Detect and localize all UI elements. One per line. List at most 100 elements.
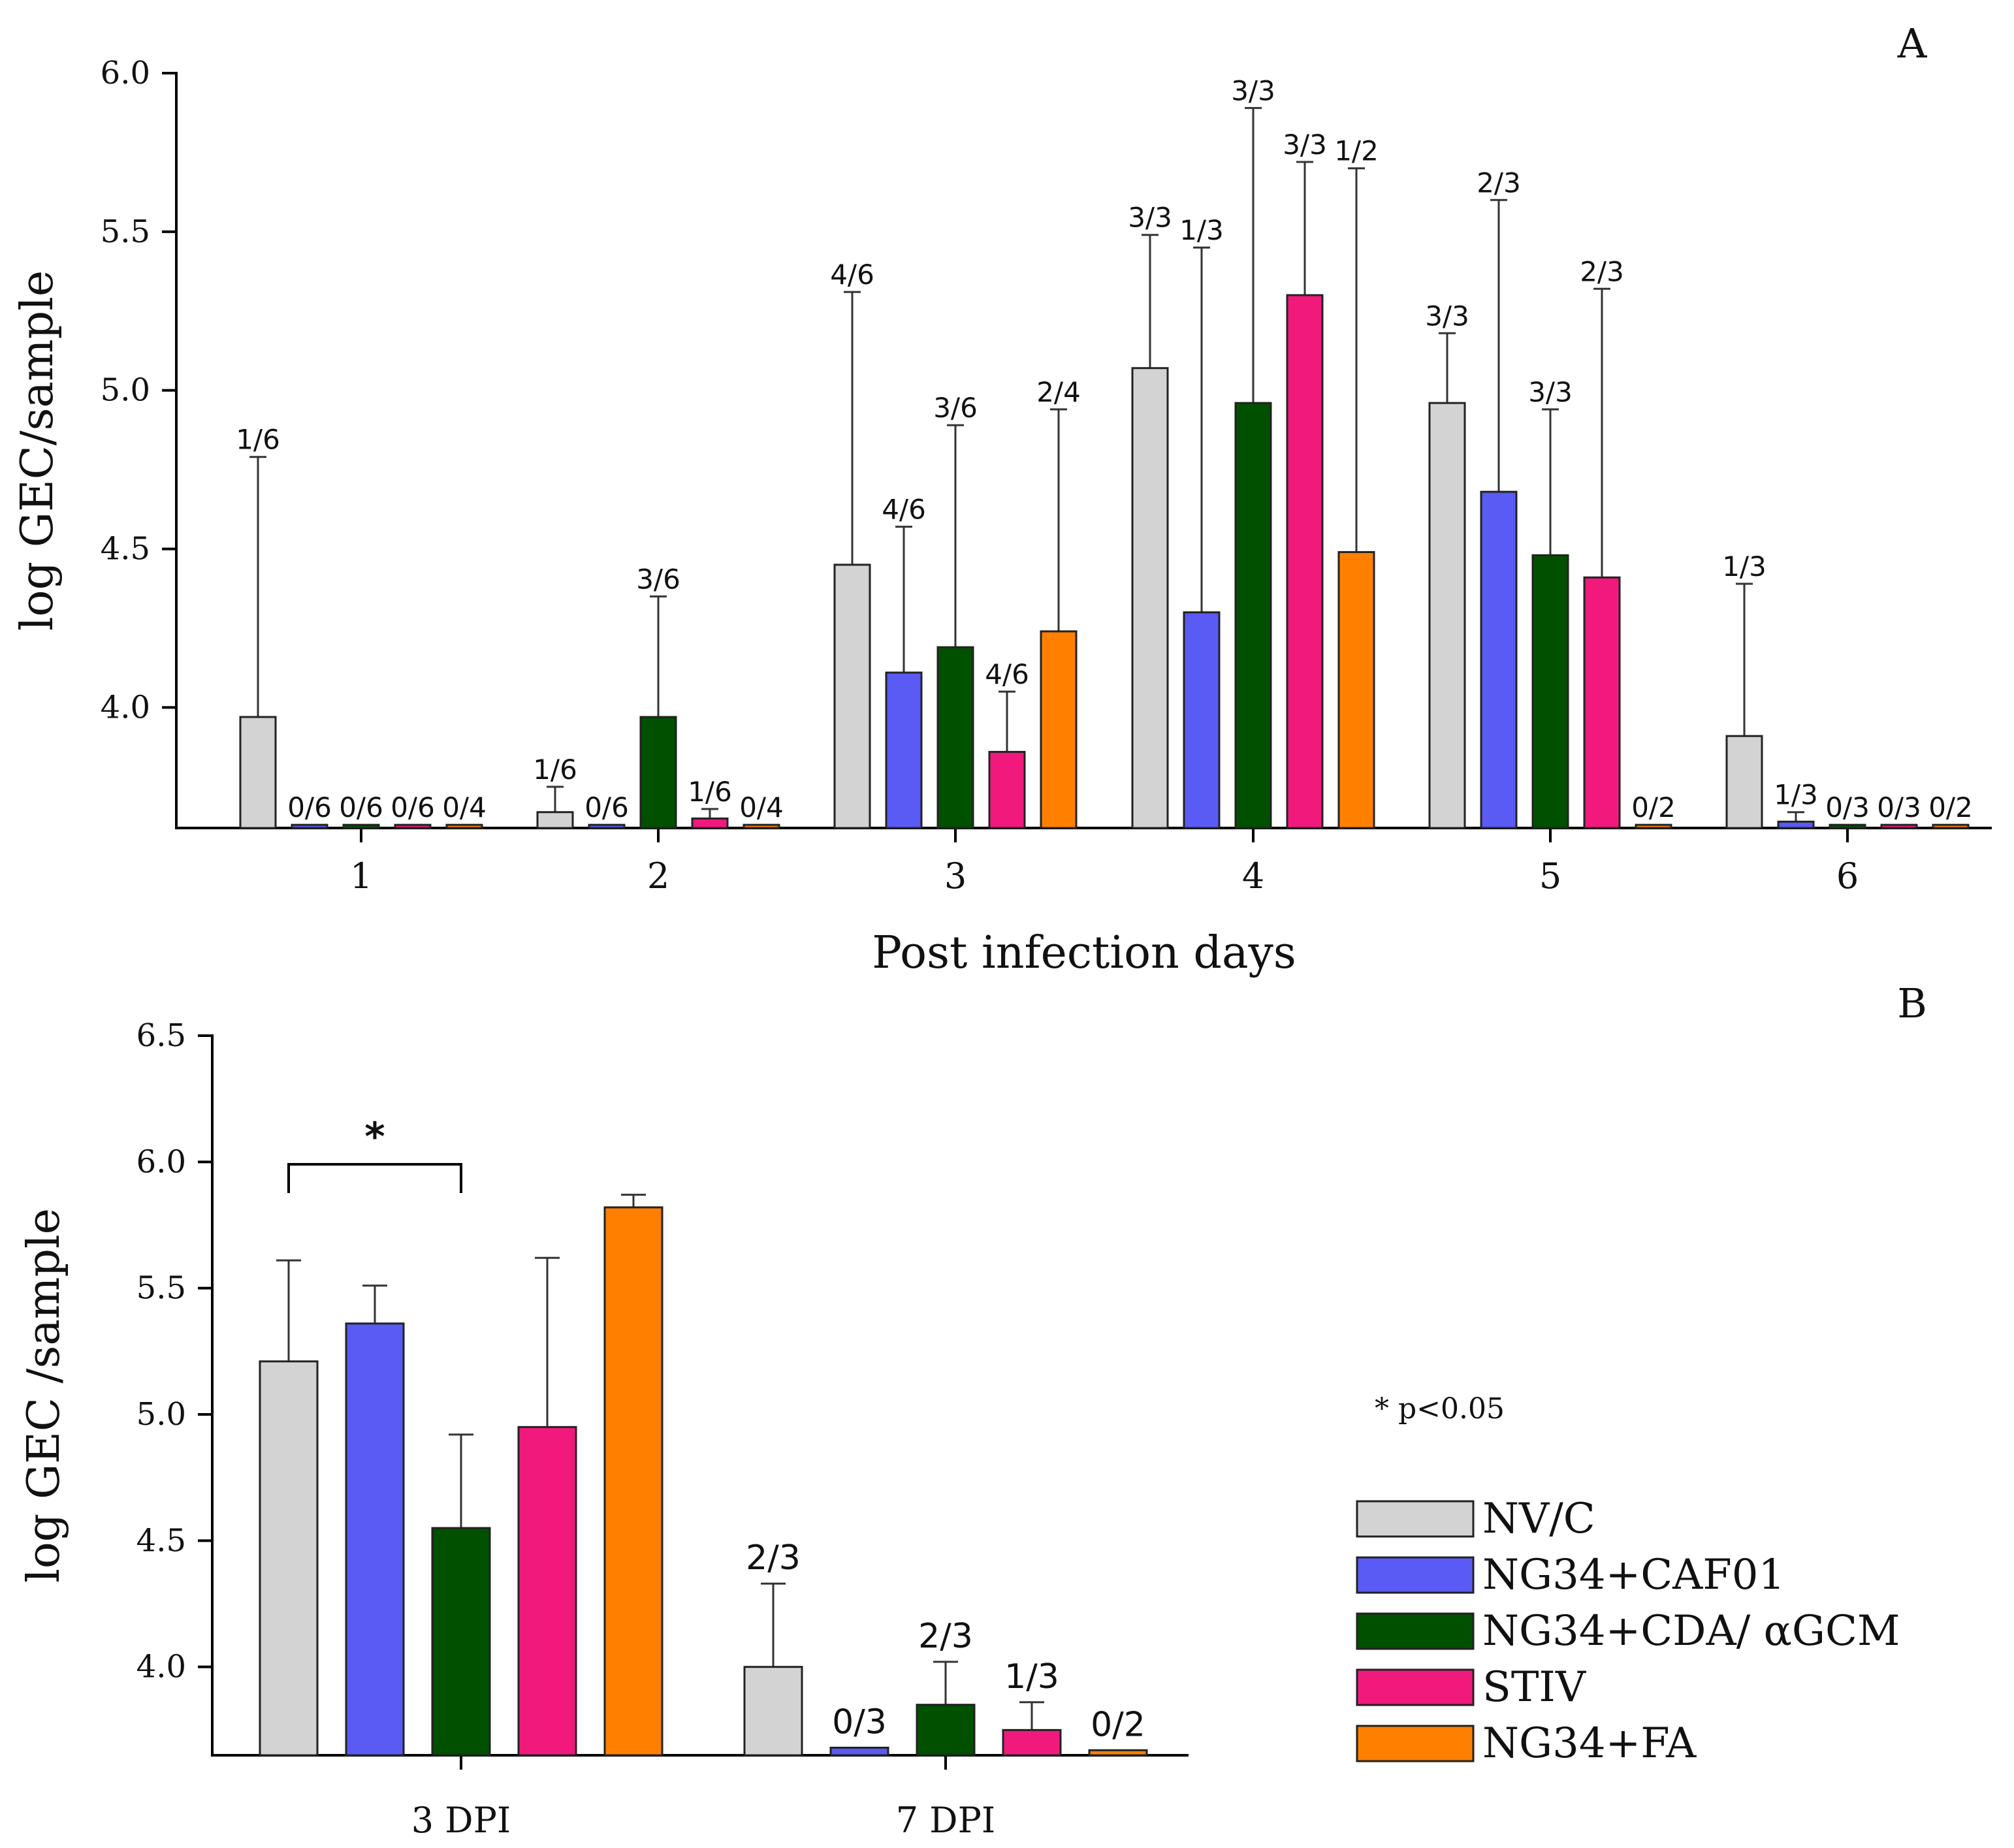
panel-a-fraction-label: 4/6 (830, 259, 874, 291)
panel-a-fraction-label: 0/3 (1877, 791, 1921, 823)
panel-a-bar-stiv-2 (691, 817, 729, 829)
panel-b-fraction-label: 1/3 (1004, 1657, 1059, 1697)
panel-a-fraction-label: 0/4 (739, 791, 784, 823)
panel-b-letter: B (1897, 980, 1927, 1027)
panel-a-bar-ng34-fa-4 (1337, 550, 1375, 829)
panel-a-fraction-label: 2/3 (1580, 255, 1624, 287)
panel-a-fraction-label: 1/6 (688, 776, 732, 808)
panel-a-x-tick-label: 3 (944, 855, 967, 897)
panel-a-fraction-label: 0/2 (1631, 791, 1676, 823)
panel-a-fraction-label: 0/2 (1928, 791, 1973, 823)
panel-b-chart: 4.0 4.5 5.0 5.5 6.0 6.5 3 DPI 7 DPI 2/3 0/3 2/3 1/3… (18, 1017, 1189, 1841)
panel-a-bar-nv-c-6 (1725, 735, 1763, 829)
legend-swatch-stiv (1356, 1668, 1475, 1706)
panel-b-x-tick-label: 7 DPI (896, 1800, 995, 1841)
panel-a-fraction-label: 2/4 (1036, 376, 1081, 408)
panel-a-bar-stiv-1 (394, 823, 432, 829)
panel-a-fraction-label: 3/3 (1231, 74, 1275, 106)
panel-b-bar-ng34-cda-gcm-7-dpi (916, 1704, 976, 1757)
panel-a-bar-ng34-fa-6 (1932, 823, 1970, 829)
panel-b-bar-ng34-cda-gcm-3-dpi (431, 1527, 491, 1757)
panel-a-fraction-label: 3/6 (933, 392, 978, 424)
panel-a-y-tick-label: 6.0 (101, 55, 150, 91)
panel-b-y-axis-label: log GEC /sample (18, 1208, 70, 1583)
panel-a-fraction-label: 1/6 (236, 424, 280, 456)
panel-a-fraction-label: 3/6 (636, 563, 680, 595)
panel-b-bar-ng34-fa-7-dpi (1088, 1749, 1148, 1757)
panel-a-y-tick-label: 4.0 (101, 689, 150, 725)
panel-b-fraction-label: 2/3 (746, 1538, 801, 1578)
panel-b-y-tick-label: 6.0 (136, 1143, 186, 1180)
panel-a-y-tick-label: 4.5 (101, 531, 150, 567)
panel-b-y-tick-label: 4.5 (136, 1522, 186, 1559)
panel-a-x-tick-label: 6 (1836, 855, 1859, 897)
panel-b-bar-stiv-3-dpi (517, 1426, 577, 1757)
panel-a-bar-ng34-cda-gcm-6 (1829, 823, 1866, 829)
panel-a-bar-ng34-caf01-5 (1480, 490, 1518, 829)
panel-a-bar-ng34-caf01-1 (291, 823, 328, 829)
panel-b-fraction-label: 0/2 (1091, 1705, 1145, 1744)
legend-swatch-ng34-fa (1356, 1725, 1475, 1762)
panel-b-y-tick-label: 6.5 (136, 1017, 186, 1054)
panel-a-bar-ng34-fa-5 (1635, 823, 1672, 829)
panel-a-bar-ng34-cda-gcm-2 (639, 716, 677, 829)
legend-label-stiv: STIV (1482, 1663, 1587, 1712)
panel-a-bar-ng34-caf01-3 (885, 671, 923, 829)
panel-a-fraction-label: 3/3 (1128, 202, 1172, 234)
legend-swatch-ng34-caf01 (1356, 1556, 1475, 1594)
panel-b-bar-ng34-caf01-7-dpi (829, 1746, 889, 1757)
panel-a-bar-nv-c-4 (1131, 367, 1169, 829)
panel-a-x-tick-label: 1 (350, 855, 372, 897)
panel-b-bar-ng34-caf01-3-dpi (345, 1322, 405, 1757)
panel-a-bar-ng34-cda-gcm-5 (1531, 554, 1569, 829)
panel-b-x-tick-label: 3 DPI (411, 1800, 511, 1841)
panel-b-y-tick-label: 5.0 (136, 1396, 186, 1433)
panel-a-chart: 4.04.55.05.56.011/60/6 0/6 0/6 0/421/60/63/… (12, 55, 1992, 979)
panel-a-fraction-label: 0/6 (584, 791, 629, 823)
panel-a-fraction-label: 1/3 (1179, 214, 1224, 246)
panel-a-bar-ng34-caf01-2 (588, 823, 626, 829)
panel-a-fraction-label: 0/6 (339, 791, 383, 823)
panel-a-bar-stiv-5 (1583, 576, 1621, 829)
panel-a-x-tick-label: 2 (647, 855, 669, 897)
panel-a-fraction-label: 4/6 (985, 658, 1029, 690)
panel-a-bar-ng34-caf01-4 (1183, 611, 1221, 829)
panel-a-fraction-label: 2/3 (1477, 167, 1521, 199)
panel-a-bar-ng34-caf01-6 (1777, 820, 1815, 829)
panel-a-fraction-label: 3/3 (1528, 376, 1573, 408)
panel-a-bar-nv-c-5 (1428, 402, 1466, 829)
panel-a-fraction-label: 3/3 (1283, 129, 1327, 161)
panel-b-significance-bracket (287, 1163, 462, 1193)
panel-a-fraction-label: 1/6 (533, 754, 577, 786)
panel-b-fraction-label: 0/3 (832, 1702, 887, 1742)
legend-label-nv-c: NV/C (1482, 1495, 1595, 1543)
panel-a-fraction-label: 0/3 (1825, 791, 1870, 823)
panel-b-bar-nv-c-3-dpi (259, 1360, 319, 1757)
panel-a-y-tick-label: 5.0 (101, 372, 150, 409)
panel-a-bar-ng34-cda-gcm-4 (1234, 402, 1272, 829)
panel-b-bar-stiv-7-dpi (1002, 1729, 1062, 1757)
panel-b-bar-ng34-fa-3-dpi (603, 1206, 663, 1757)
panel-a-bar-stiv-3 (988, 750, 1026, 829)
legend-label-ng34-cda-gcm: NG34+CDA/ αGCM (1482, 1607, 1900, 1655)
panel-a-fraction-label: 0/6 (391, 791, 435, 823)
panel-a-x-tick-label: 5 (1539, 855, 1561, 897)
panel-a-bar-nv-c-1 (239, 716, 277, 829)
legend: * p<0.05 NV/C NG34+CAF01 NG34+CDA/ αGCM STI… (1356, 1392, 1900, 1768)
panel-a-fraction-label: 1/3 (1722, 550, 1766, 582)
panel-a-bar-ng34-fa-3 (1040, 630, 1078, 829)
panel-b-bar-nv-c-7-dpi (743, 1666, 803, 1757)
panel-b-y-tick-label: 4.0 (136, 1649, 186, 1685)
panel-a-bar-ng34-fa-1 (445, 823, 483, 829)
panel-a-fraction-label: 4/6 (882, 494, 926, 526)
panel-a-fraction-label: 1/2 (1334, 135, 1379, 167)
panel-a-fraction-label: 0/6 (287, 791, 332, 823)
legend-label-ng34-fa: NG34+FA (1482, 1719, 1697, 1768)
panel-a-bar-ng34-cda-gcm-3 (936, 646, 974, 829)
legend-swatch-nv-c (1356, 1500, 1475, 1538)
panel-a-x-axis-label: Post infection days (872, 927, 1296, 979)
panel-a-fraction-label: 0/4 (442, 791, 487, 823)
panel-a-y-tick-label: 5.5 (101, 214, 150, 250)
legend-label-ng34-caf01: NG34+CAF01 (1482, 1551, 1785, 1599)
